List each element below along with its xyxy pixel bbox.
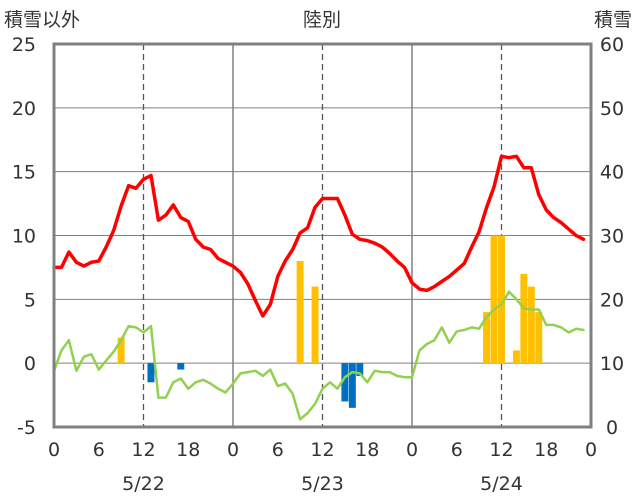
depth-change-bar xyxy=(341,363,349,402)
chart-title: 陸別 xyxy=(303,9,341,31)
x-tick-label: 12 xyxy=(310,439,334,461)
precip-bar xyxy=(296,261,304,364)
grid-layer xyxy=(54,44,591,427)
y-right-tick-label: 40 xyxy=(600,162,624,184)
y-left-axis-title: 積雪以外 xyxy=(4,9,80,31)
day-label: 5/22 xyxy=(122,473,165,495)
precip-bar xyxy=(535,312,543,364)
y-left-tick-label: 25 xyxy=(12,34,36,56)
precip-bar xyxy=(483,312,491,364)
x-tick-label: 12 xyxy=(489,439,513,461)
depth-change-bar xyxy=(147,363,155,383)
x-tick-label: 12 xyxy=(131,439,155,461)
y-right-axis-title: 積雪 xyxy=(594,9,632,31)
x-tick-label: 18 xyxy=(534,439,558,461)
y-right-tick-label: 10 xyxy=(600,353,624,375)
bars-layer xyxy=(117,235,543,408)
y-left-tick-label: 5 xyxy=(24,289,36,311)
day-label: 5/23 xyxy=(301,473,344,495)
precip-bar xyxy=(490,235,498,364)
x-tick-label: 0 xyxy=(406,439,418,461)
y-right-tick-label: 50 xyxy=(600,98,624,120)
depth-change-bar xyxy=(356,363,364,376)
y-right-tick-label: 20 xyxy=(600,289,624,311)
x-tick-label: 6 xyxy=(93,439,105,461)
x-tick-label: 18 xyxy=(176,439,200,461)
x-tick-label: 18 xyxy=(355,439,379,461)
y-left-tick-label: 20 xyxy=(12,98,36,120)
axis-labels-layer: -5 0 5 10 15 20 25 0 10 20 30 40 50 60 0 6 12 18 0 6 12 18 0 6 1… xyxy=(12,34,624,495)
depth-change-bar xyxy=(177,363,185,370)
precip-bar xyxy=(520,273,528,364)
precip-bar xyxy=(498,235,505,364)
precip-bar xyxy=(117,337,125,364)
precip-bar xyxy=(527,286,535,364)
x-tick-label: 0 xyxy=(585,439,597,461)
day-label: 5/24 xyxy=(480,473,523,495)
plot-frame xyxy=(52,42,593,429)
y-left-tick-label: 10 xyxy=(12,226,36,248)
green-series-line xyxy=(52,290,585,421)
precip-bar xyxy=(512,350,520,364)
x-tick-label: 0 xyxy=(48,439,60,461)
red-series-line xyxy=(52,154,586,318)
precip-bar xyxy=(311,286,319,364)
y-right-tick-label: 0 xyxy=(606,417,618,439)
depth-change-bar xyxy=(348,363,356,408)
x-tick-label: 0 xyxy=(227,439,239,461)
y-left-tick-label: 15 xyxy=(12,162,36,184)
y-right-tick-label: 60 xyxy=(600,34,624,56)
y-left-tick-label: -5 xyxy=(17,417,36,439)
y-right-tick-label: 30 xyxy=(600,226,624,248)
lines-layer xyxy=(52,154,586,421)
y-left-tick-label: 0 xyxy=(24,353,36,375)
x-tick-label: 6 xyxy=(451,439,463,461)
x-tick-label: 6 xyxy=(272,439,284,461)
